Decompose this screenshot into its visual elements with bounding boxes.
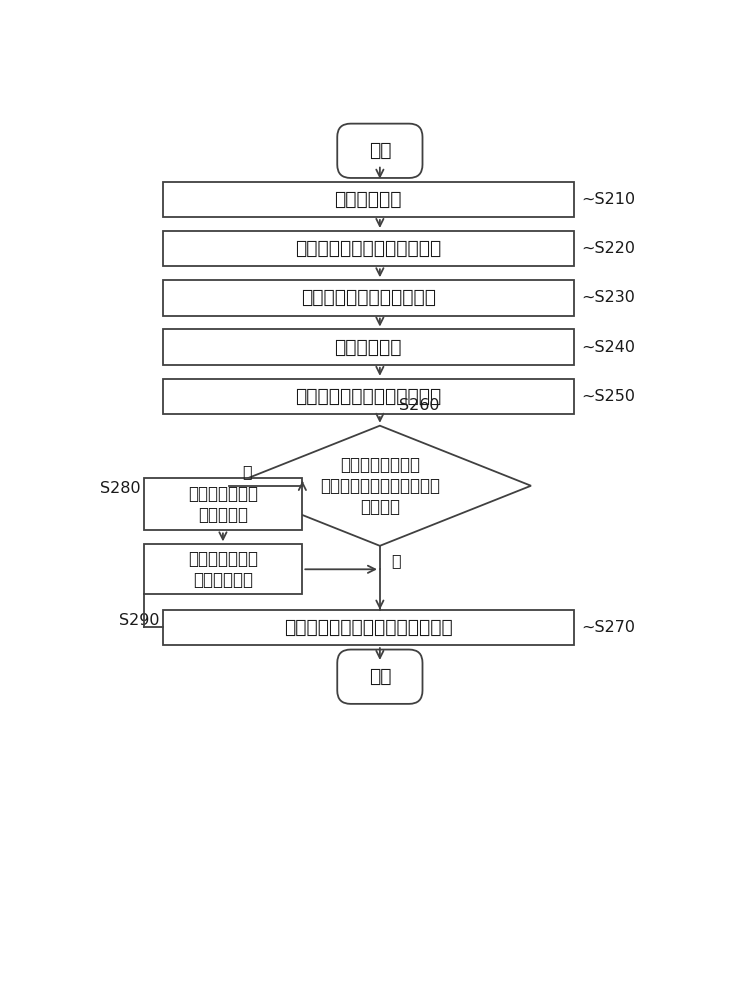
Text: 显示错误信息以
供用户检查: 显示错误信息以 供用户检查 <box>188 485 258 524</box>
Text: 根据用户输入来
修改设计信息: 根据用户输入来 修改设计信息 <box>188 550 258 589</box>
Bar <box>163 379 574 414</box>
Bar <box>144 544 302 594</box>
Text: 根据设计信息来产生验证平台文件: 根据设计信息来产生验证平台文件 <box>284 618 453 637</box>
Bar <box>163 231 574 266</box>
Bar <box>144 478 302 530</box>
Text: S280: S280 <box>100 481 140 496</box>
FancyBboxPatch shape <box>337 124 422 178</box>
Text: ~S220: ~S220 <box>581 241 635 256</box>
Text: ~S250: ~S250 <box>581 389 635 404</box>
Text: 根据总线配置而得到设计信息: 根据总线配置而得到设计信息 <box>295 239 441 258</box>
Text: 显示设计信息以供用户检查: 显示设计信息以供用户检查 <box>301 288 436 307</box>
Text: 判断设计信息与寄
存器传输级代码的比对结果
是否正确: 判断设计信息与寄 存器传输级代码的比对结果 是否正确 <box>320 456 440 516</box>
Text: 接收用户输入: 接收用户输入 <box>335 338 402 357</box>
Text: ~S210: ~S210 <box>581 192 635 207</box>
Text: 结束: 结束 <box>369 667 391 686</box>
Text: ~S240: ~S240 <box>581 340 635 355</box>
Bar <box>163 329 574 365</box>
Text: ~S230: ~S230 <box>581 290 635 305</box>
Text: S290: S290 <box>118 613 159 628</box>
Polygon shape <box>229 426 531 546</box>
Text: 得到总线配置: 得到总线配置 <box>335 190 402 209</box>
Bar <box>163 610 574 645</box>
Text: 开始: 开始 <box>369 141 391 160</box>
Bar <box>163 280 574 316</box>
Text: 否: 否 <box>243 465 253 480</box>
FancyBboxPatch shape <box>337 650 422 704</box>
Text: ~S270: ~S270 <box>581 620 635 635</box>
Text: 是: 是 <box>392 554 401 569</box>
Text: 根据用户输入来修改设计信息: 根据用户输入来修改设计信息 <box>295 387 441 406</box>
Text: S260: S260 <box>399 398 440 413</box>
Bar <box>163 182 574 217</box>
